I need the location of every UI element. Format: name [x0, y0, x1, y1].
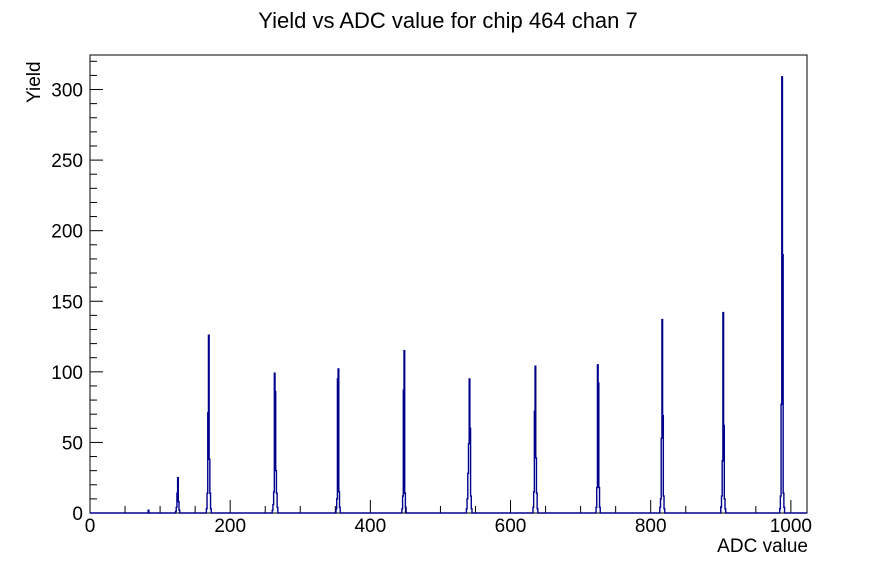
x-tick-label: 400 — [354, 516, 386, 537]
axis-ticks — [89, 60, 792, 514]
y-tick-label: 100 — [51, 363, 83, 384]
x-tick-label: 1000 — [770, 516, 812, 537]
plot-frame — [89, 54, 808, 514]
y-tick-label: 300 — [51, 81, 83, 102]
chart-title: Yield vs ADC value for chip 464 chan 7 — [258, 8, 638, 33]
y-tick-label: 250 — [51, 151, 83, 172]
y-tick-label: 200 — [51, 222, 83, 243]
y-tick-label: 0 — [72, 504, 83, 525]
histogram-line — [90, 76, 807, 514]
x-tick-label: 600 — [495, 516, 527, 537]
y-tick-label: 150 — [51, 292, 83, 313]
y-tick-label: 50 — [62, 433, 83, 454]
tick-labels: 0 200 400 600 800 1000 0 50 100 150 200 250 300 — [51, 81, 812, 537]
x-tick-label: 0 — [85, 516, 96, 537]
x-axis-title: ADC value — [717, 536, 808, 557]
x-tick-label: 200 — [214, 516, 246, 537]
x-tick-label: 800 — [635, 516, 667, 537]
